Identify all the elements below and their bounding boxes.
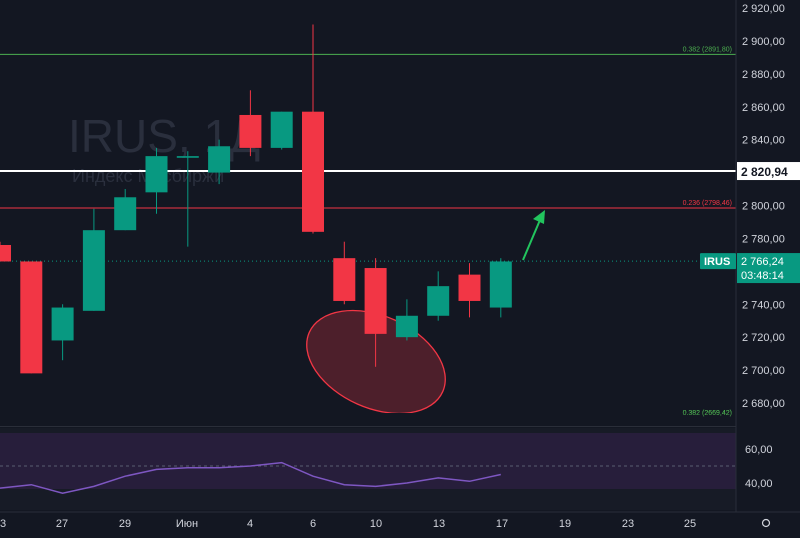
candle-body[interactable]	[20, 261, 43, 374]
trend-arrow-head	[533, 210, 545, 224]
y-tick-label: 2 740,00	[742, 299, 785, 311]
x-tick-label: 19	[559, 518, 571, 530]
y-tick-label: 2 680,00	[742, 398, 785, 410]
level-label: 0.382 (2891,80)	[683, 46, 732, 53]
candle-body[interactable]	[176, 156, 199, 158]
trend-arrow-shaft	[522, 219, 541, 261]
countdown-label: 03:48:14	[741, 270, 784, 282]
y-tick-label: 2 900,00	[742, 36, 785, 48]
x-tick-label: Июн	[176, 518, 198, 530]
y-tick-label: 2 720,00	[742, 332, 785, 344]
x-tick-label: 17	[496, 518, 508, 530]
main-pane-mask	[0, 413, 736, 426]
candle-body[interactable]	[333, 258, 356, 301]
symbol-badge[interactable]	[700, 253, 736, 270]
horizontal-line-price-box	[737, 162, 800, 181]
level-label: 0.236 (2798,46)	[683, 200, 732, 207]
y-tick-label: 2 700,00	[742, 365, 785, 377]
candle-body[interactable]	[0, 245, 11, 262]
candle-body[interactable]	[489, 261, 512, 308]
level-label-bottom: 0.382 (2669,42)	[683, 410, 732, 417]
candle-body[interactable]	[114, 197, 137, 231]
candle-body[interactable]	[239, 114, 262, 148]
candle-body[interactable]	[51, 307, 74, 341]
candle-body[interactable]	[364, 268, 387, 334]
symbol-badge-label: IRUS	[704, 256, 730, 268]
time-axis[interactable]	[0, 512, 800, 533]
y-tick-label: 2 800,00	[742, 201, 785, 213]
horizontal-line-price-label: 2 820,94	[741, 165, 788, 179]
candle-body[interactable]	[395, 315, 418, 338]
x-tick-label: 29	[119, 518, 131, 530]
x-tick-label: 23	[622, 518, 634, 530]
oscillator-band	[0, 433, 736, 489]
oscillator-line[interactable]	[0, 461, 501, 494]
last-price-label: 2 766,24	[741, 256, 784, 268]
osc-tick-label: 40,00	[745, 478, 773, 490]
last-price-box	[737, 253, 800, 284]
candle-body[interactable]	[302, 111, 324, 232]
x-tick-label: 10	[370, 518, 382, 530]
y-tick-label: 2 920,00	[742, 3, 785, 15]
y-tick-label: 2 780,00	[742, 233, 785, 245]
x-tick-label: 25	[684, 518, 696, 530]
candle-body[interactable]	[427, 286, 450, 316]
gear-icon[interactable]	[761, 518, 771, 528]
x-tick-label: 4	[247, 518, 253, 530]
candle-body[interactable]	[458, 274, 481, 301]
y-tick-label: 2 880,00	[742, 69, 785, 81]
candle-body[interactable]	[145, 156, 168, 193]
x-tick-label: 13	[433, 518, 445, 530]
candle-body[interactable]	[208, 146, 231, 173]
y-tick-label: 2 860,00	[742, 102, 785, 114]
x-tick-label: 6	[310, 518, 316, 530]
candle-body[interactable]	[270, 111, 293, 148]
osc-tick-label: 60,00	[745, 444, 773, 456]
x-tick-label: 3	[0, 518, 6, 530]
watermark-title: IRUS, 1Д	[68, 110, 260, 162]
candle-body[interactable]	[82, 230, 105, 311]
y-tick-label: 2 840,00	[742, 135, 785, 147]
x-tick-label: 27	[56, 518, 68, 530]
